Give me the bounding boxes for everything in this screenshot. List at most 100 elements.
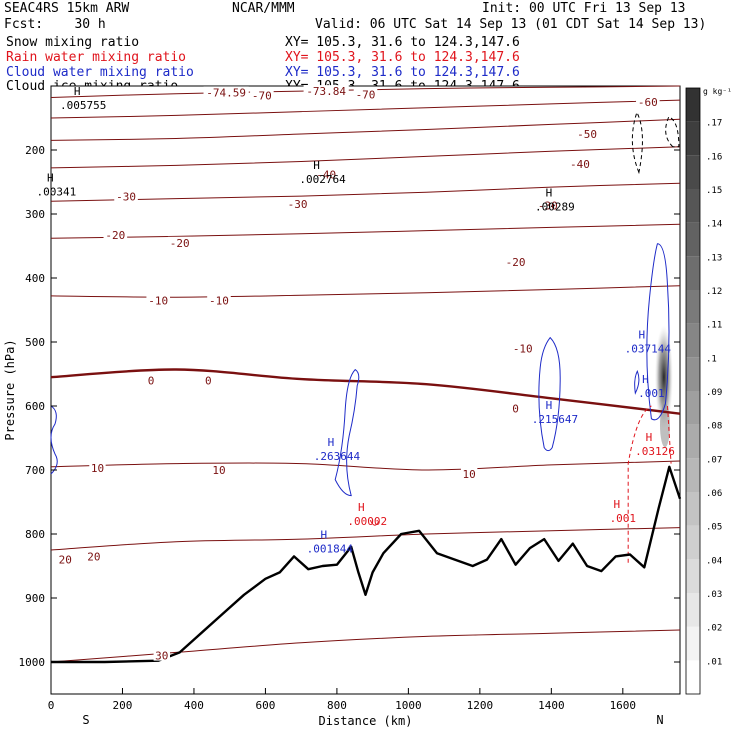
x-tick-label: 1200	[467, 699, 494, 712]
snow-shading-lower	[659, 403, 670, 448]
isotherm-label-bg	[89, 462, 106, 474]
isotherm--50	[50, 118, 681, 141]
colorbar-tick-label: .06	[706, 489, 722, 499]
extremum-marker: H	[642, 373, 649, 386]
rainwater-contour	[627, 405, 672, 563]
isotherm-label: -74.59	[206, 86, 246, 99]
colorbar-tick-label: .12	[706, 287, 722, 297]
isotherm-label: -60	[638, 96, 658, 109]
y-tick-label: 200	[25, 144, 45, 157]
y-tick-label: 400	[25, 272, 45, 285]
extremum-value: .037144	[625, 342, 672, 355]
isotherm-label: 0	[148, 374, 155, 387]
isotherm-label: -73.84	[306, 85, 346, 98]
extremum-value: .215647	[532, 413, 578, 426]
extremum-marker: H	[546, 186, 553, 199]
isotherm-label: -70	[356, 88, 376, 101]
colorbar-swatch	[686, 458, 700, 492]
colorbar-swatch	[686, 256, 700, 290]
field-cloudwater-xy: XY= 105.3, 31.6 to 124.3,147.6	[285, 65, 520, 80]
colorbar-swatch	[686, 424, 700, 459]
colorbar-swatch	[686, 290, 700, 324]
colorbar-tick-label: .02	[706, 624, 722, 634]
colorbar-tick-label: .09	[706, 388, 722, 398]
y-tick-label: 800	[25, 528, 45, 541]
isotherm--20	[50, 223, 681, 239]
isotherm-label-bg	[535, 199, 560, 211]
isotherm-label: -20	[170, 237, 190, 250]
extremum-marker: H	[313, 159, 320, 172]
isotherm-label-bg	[636, 96, 660, 107]
colorbar-frame	[685, 87, 701, 695]
colorbar-tick-label: .1	[706, 354, 717, 364]
field-snow-xy: XY= 105.3, 31.6 to 124.3,147.6	[285, 35, 520, 50]
colorbar-swatch	[686, 626, 700, 661]
extremum-marker: H	[546, 399, 553, 412]
extremum-value: .001	[610, 512, 637, 525]
center-name: NCAR/MMM	[232, 1, 295, 16]
isotherm-label: -20	[506, 256, 526, 269]
extremum-value: .00002	[347, 515, 387, 528]
isotherm-label-bg	[203, 86, 249, 98]
x-tick-label: 200	[113, 699, 133, 712]
cloudwater-contour	[50, 405, 58, 475]
isotherm-label: -20	[105, 229, 125, 242]
isotherm-10	[50, 460, 681, 471]
isotherm-label: 0	[205, 374, 212, 387]
north-end-label: N	[656, 713, 663, 727]
cloudwater-contour	[646, 243, 670, 421]
extremum-marker: H	[74, 85, 81, 98]
colorbar-tick-label: .04	[706, 556, 722, 566]
isotherm-label-bg	[153, 649, 170, 661]
init-time: Init: 00 UTC Fri 13 Sep 13	[482, 1, 686, 16]
isotherm--40	[50, 146, 681, 169]
cloudwater-contour	[634, 369, 640, 395]
plot-frame	[50, 85, 681, 695]
isotherm-20	[50, 527, 681, 551]
colorbar-swatch	[686, 222, 700, 257]
isotherm-label-bg	[250, 89, 274, 101]
x-tick-label: 0	[48, 699, 55, 712]
valid-time: Valid: 06 UTC Sat 14 Sep 13 (01 CDT Sat …	[315, 17, 707, 32]
isotherm-label-bg	[167, 236, 192, 248]
field-snow-label: Snow mixing ratio	[6, 35, 140, 50]
extremum-marker: H	[614, 498, 621, 511]
extremum-marker: H	[328, 436, 335, 449]
isotherm-label-bg	[575, 128, 599, 139]
south-end-label: S	[82, 713, 89, 727]
isotherm-label: -40	[316, 168, 336, 181]
colorbar-tick-label: .13	[706, 253, 722, 263]
colorbar-swatch	[686, 660, 700, 694]
colorbar-swatch	[686, 357, 700, 391]
y-tick-label: 900	[25, 592, 45, 605]
isotherm-label-bg	[103, 229, 128, 241]
forecast-hour: Fcst: 30 h	[4, 17, 106, 32]
colorbar-tick-label: .17	[706, 119, 722, 129]
isotherm-label-bg	[114, 190, 138, 202]
rainwater-contour	[370, 520, 380, 526]
isotherm--60	[50, 99, 681, 119]
isotherm-label: -30	[288, 198, 308, 211]
colorbar-tick-label: .16	[706, 152, 722, 162]
colorbar-swatch	[686, 525, 700, 560]
colorbar-tick-label: .15	[706, 186, 722, 196]
colorbar-tick-label: .14	[706, 220, 722, 230]
field-rain-xy: XY= 105.3, 31.6 to 124.3,147.6	[285, 50, 520, 65]
y-tick-label: 1000	[19, 656, 46, 669]
isotherm-label-bg	[303, 85, 349, 97]
isotherm-label: -30	[116, 191, 136, 204]
isotherm-label: -70	[252, 90, 272, 103]
cloudice-contour	[631, 111, 643, 175]
colorbar-swatch	[686, 559, 700, 593]
isotherm-label: 10	[212, 464, 225, 477]
extremum-marker: H	[358, 501, 365, 514]
isotherm-label: -40	[570, 158, 590, 171]
isotherm-label-bg	[207, 294, 231, 306]
isotherm--30	[50, 182, 681, 202]
colorbar-swatch	[686, 88, 700, 122]
colorbar-tick-label: .03	[706, 590, 722, 600]
isotherm-label-bg	[353, 88, 378, 100]
colorbar-tick-label: .07	[706, 455, 722, 465]
extremum-marker: H	[639, 328, 646, 341]
